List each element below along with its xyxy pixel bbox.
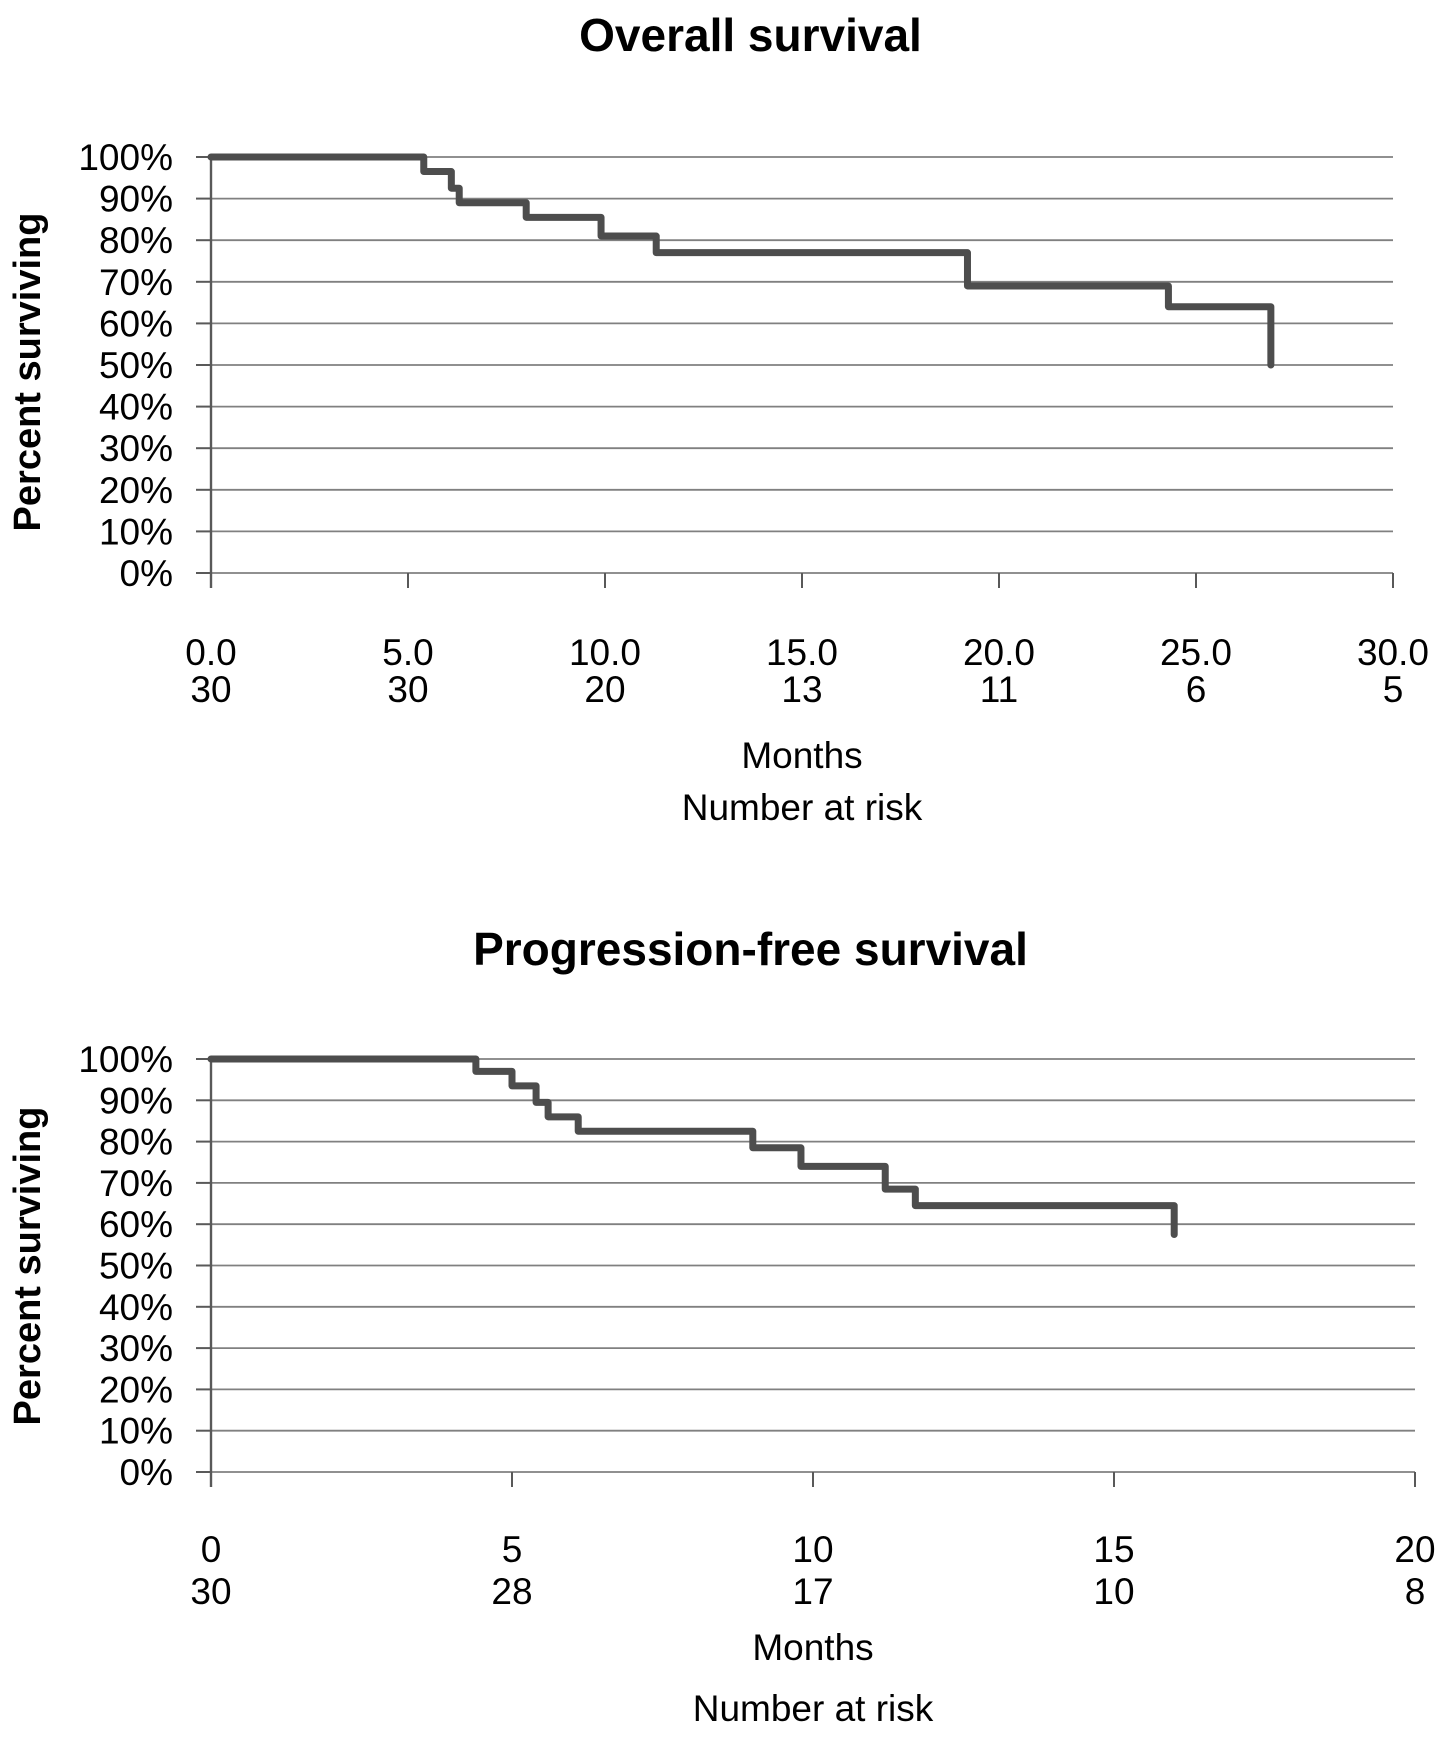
number-at-risk-value: 6: [1185, 669, 1207, 710]
y-tick-label: 100%: [78, 137, 173, 178]
y-tick-label: 40%: [99, 387, 173, 428]
number-at-risk-value: 28: [491, 1571, 533, 1612]
number-at-risk-value: 30: [387, 669, 429, 710]
x-tick-label: 15: [1093, 1529, 1135, 1570]
number-at-risk-value: 17: [792, 1571, 834, 1612]
y-tick-label: 70%: [99, 1163, 173, 1204]
x-tick-label: 5: [501, 1529, 523, 1570]
y-tick-label: 80%: [99, 1122, 173, 1163]
x-tick-label: 15.0: [765, 632, 838, 673]
y-tick-label: 60%: [99, 1204, 173, 1245]
chart-title: Overall survival: [579, 9, 922, 61]
number-at-risk-value: 8: [1404, 1571, 1426, 1612]
y-tick-label: 0%: [120, 553, 173, 594]
number-at-risk-label: Number at risk: [692, 1688, 934, 1729]
y-tick-label: 50%: [99, 345, 173, 386]
y-tick-label: 60%: [99, 303, 173, 344]
x-axis-title: Months: [741, 735, 863, 776]
y-tick-label: 20%: [99, 470, 173, 511]
x-tick-label: 25.0: [1159, 632, 1232, 673]
number-at-risk-label: Number at risk: [681, 787, 923, 828]
y-tick-label: 40%: [99, 1287, 173, 1328]
y-tick-label: 0%: [120, 1452, 173, 1493]
y-tick-label: 80%: [99, 220, 173, 261]
y-tick-label: 10%: [99, 1411, 173, 1452]
x-axis-title: Months: [752, 1627, 874, 1668]
x-tick-label: 20.0: [962, 632, 1035, 673]
x-tick-label: 0: [200, 1529, 222, 1570]
y-tick-label: 100%: [78, 1039, 173, 1080]
y-tick-label: 30%: [99, 428, 173, 469]
y-tick-label: 50%: [99, 1246, 173, 1287]
x-tick-label: 5.0: [382, 632, 434, 673]
x-tick-label: 0.0: [185, 632, 237, 673]
number-at-risk-value: 11: [979, 669, 1019, 710]
number-at-risk-value: 13: [781, 669, 823, 710]
survival-step-curve: [207, 1055, 1178, 1239]
number-at-risk-value: 30: [190, 1571, 232, 1612]
y-tick-label: 90%: [99, 179, 173, 220]
number-at-risk-value: 10: [1093, 1571, 1135, 1612]
y-tick-label: 10%: [99, 511, 173, 552]
number-at-risk-value: 30: [190, 669, 232, 710]
x-tick-label: 10: [792, 1529, 834, 1570]
x-tick-label: 20: [1394, 1529, 1436, 1570]
chart-title: Progression-free survival: [473, 923, 1028, 975]
y-tick-label: 30%: [99, 1328, 173, 1369]
number-at-risk-value: 20: [584, 669, 626, 710]
x-tick-label: 30.0: [1356, 632, 1429, 673]
y-tick-label: 70%: [99, 262, 173, 303]
x-tick-label: 10.0: [568, 632, 641, 673]
y-tick-label: 20%: [99, 1369, 173, 1410]
y-tick-label: 90%: [99, 1080, 173, 1121]
number-at-risk-value: 5: [1382, 669, 1404, 710]
survival-step-curve: [207, 153, 1275, 369]
